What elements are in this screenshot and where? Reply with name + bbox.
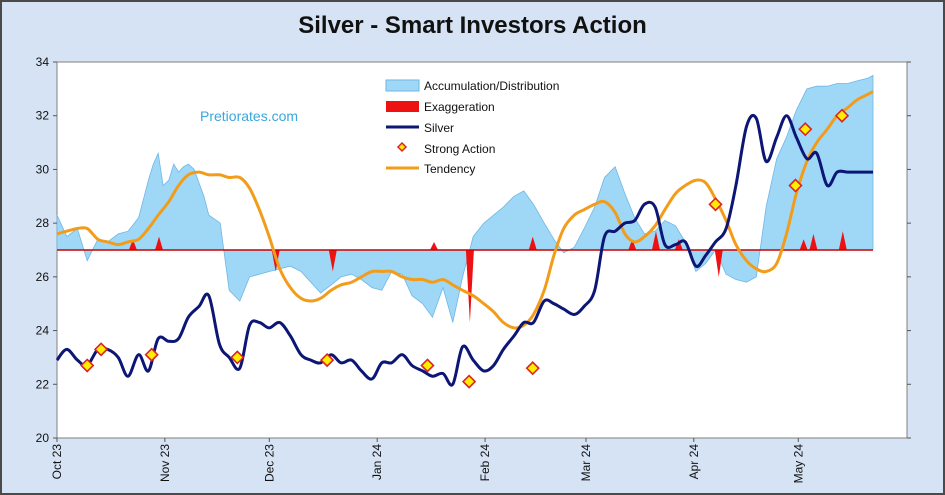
exaggeration-spike <box>651 231 660 250</box>
exaggeration-spike <box>809 233 818 250</box>
legend-label-exaggeration: Exaggeration <box>424 100 495 114</box>
silver-line <box>55 113 873 387</box>
exaggeration-spike <box>429 241 438 250</box>
y-tick-label: 20 <box>36 431 50 445</box>
y-tick-label: 24 <box>36 324 50 338</box>
exaggeration-spike <box>838 231 847 250</box>
x-tick-label: Feb 24 <box>478 444 492 482</box>
x-tick-label: May 24 <box>791 444 805 484</box>
exaggeration-layer <box>128 231 847 323</box>
x-tick-label: Mar 24 <box>579 444 593 482</box>
strong-action-marker <box>798 122 813 137</box>
exaggeration-spike <box>155 236 163 250</box>
y-tick-label: 30 <box>36 162 50 176</box>
strong-action-marker <box>144 347 159 362</box>
y-tick-label: 34 <box>36 55 50 69</box>
x-tick-label: Dec 23 <box>262 444 276 482</box>
y-tick-label: 28 <box>36 216 50 230</box>
x-tick-label: Jan 24 <box>370 444 384 480</box>
axes-layer: 20 22 24 26 28 30 32 34 Oct 23 Nov 23 Dec 23 Jan 24… <box>36 55 911 483</box>
legend-label-strong-action: Strong Action <box>424 142 495 156</box>
strong-action-marker <box>420 358 435 373</box>
strong-action-marker <box>80 358 95 373</box>
exaggeration-spike <box>799 239 808 250</box>
exaggeration-spike <box>628 239 637 250</box>
legend-swatch-exaggeration <box>386 101 419 112</box>
legend-label-silver: Silver <box>424 121 454 135</box>
strong-action-marker <box>461 374 477 389</box>
strong-action-marker <box>708 197 723 212</box>
x-tick-label: Oct 23 <box>50 444 64 480</box>
y-tick-label: 26 <box>36 270 50 284</box>
strong-action-marker <box>319 352 335 368</box>
legend: Accumulation/Distribution Exaggeration S… <box>385 79 559 176</box>
strong-action-marker <box>788 178 803 193</box>
tendency-line <box>56 90 874 330</box>
legend-swatch-accumulation <box>385 79 420 92</box>
exaggeration-spike <box>328 250 337 272</box>
y-tick-label: 32 <box>36 109 50 123</box>
strong-action-marker <box>230 350 245 365</box>
y-tick-label: 22 <box>36 377 50 391</box>
strong-action-layer <box>80 108 850 389</box>
accumulation-area <box>56 74 874 323</box>
legend-label-tendency: Tendency <box>424 162 475 176</box>
x-tick-label: Nov 23 <box>158 444 172 482</box>
tendency-layer <box>56 90 874 330</box>
watermark: Pretiorates.com <box>200 108 298 124</box>
strong-action-marker <box>93 342 109 357</box>
silver-layer <box>55 113 873 387</box>
exaggeration-spike <box>528 236 537 250</box>
legend-swatch-strong-action <box>396 141 408 153</box>
strong-action-marker <box>525 361 540 376</box>
x-tick-label: Apr 24 <box>687 444 701 480</box>
exaggeration-spike <box>714 250 723 277</box>
exaggeration-spike <box>128 239 137 250</box>
exaggeration-spike <box>465 250 474 323</box>
legend-label-accumulation: Accumulation/Distribution <box>424 79 559 93</box>
accumulation-layer <box>56 74 874 323</box>
strong-action-marker <box>834 108 850 123</box>
chart-title: Silver - Smart Investors Action <box>298 12 647 39</box>
